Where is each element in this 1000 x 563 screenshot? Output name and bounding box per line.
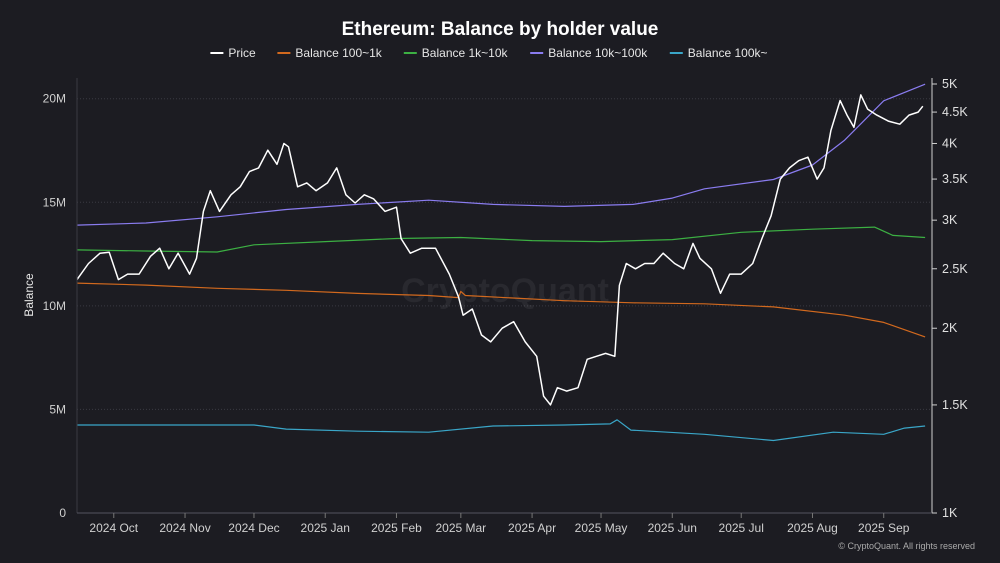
y2-tick-label: 4.5K bbox=[942, 105, 968, 119]
chart-title: Ethereum: Balance by holder value bbox=[342, 19, 659, 40]
y2-tick-label: 3.5K bbox=[942, 172, 968, 186]
series-line-balance-10k-100k bbox=[76, 83, 926, 226]
y2-tick-label: 2K bbox=[942, 321, 958, 335]
x-tick-label: 2025 Apr bbox=[508, 521, 556, 535]
x-tick-label: 2025 Jul bbox=[719, 521, 764, 535]
legend-item-price: Price bbox=[210, 46, 256, 60]
watermark: CryptoQuant bbox=[401, 272, 609, 310]
legend: Price Balance 100~1k Balance 1k~10k Balance… bbox=[210, 46, 768, 60]
y2-tick-label: 2.5K bbox=[942, 262, 968, 276]
series-line-balance-100-1k bbox=[76, 282, 926, 338]
x-tick-label: 2025 Mar bbox=[435, 521, 486, 535]
x-tick-label: 2025 Jun bbox=[648, 521, 697, 535]
legend-label: Balance 10k~100k bbox=[548, 46, 648, 60]
x-tick-label: 2025 Jan bbox=[301, 521, 350, 535]
y-tick-label: 15M bbox=[43, 195, 66, 209]
legend-item-balance-100-1k: Balance 100~1k bbox=[277, 46, 383, 60]
series-line-price bbox=[76, 94, 924, 406]
y2-tick-label: 1K bbox=[942, 506, 958, 520]
x-tick-label: 2025 Sep bbox=[858, 521, 910, 535]
y-axis-label: Balance bbox=[22, 273, 36, 317]
x-tick-label: 2024 Oct bbox=[89, 521, 138, 535]
legend-item-balance-100k: Balance 100k~ bbox=[669, 46, 768, 60]
y2-tick-label: 3K bbox=[942, 213, 958, 227]
legend-item-balance-10k-100k: Balance 10k~100k bbox=[530, 46, 648, 60]
y-tick-label: 10M bbox=[43, 299, 66, 313]
legend-label: Balance 100~1k bbox=[295, 46, 382, 60]
y-tick-label: 5M bbox=[49, 402, 66, 416]
copyright-credit: © CryptoQuant. All rights reserved bbox=[838, 541, 975, 551]
axes: 0 5M 10M 15M 20M 1K 1.5K 2K 2.5K 3K 3.5K 4K 4.5K 5K 20… bbox=[43, 77, 969, 535]
x-tick-label: 2025 Feb bbox=[371, 521, 422, 535]
y2-tick-label: 5K bbox=[942, 77, 958, 91]
x-tick-label: 2025 Aug bbox=[787, 521, 838, 535]
y-tick-label: 20M bbox=[43, 92, 66, 106]
x-tick-label: 2025 May bbox=[575, 521, 628, 535]
legend-item-balance-1k-10k: Balance 1k~10k bbox=[403, 46, 509, 60]
y2-tick-label: 4K bbox=[942, 136, 958, 150]
series-line-balance-1k-10k bbox=[76, 226, 926, 253]
x-tick-label: 2024 Nov bbox=[159, 521, 210, 535]
y-tick-label: 0 bbox=[59, 506, 66, 520]
y2-tick-label: 1.5K bbox=[942, 398, 968, 412]
x-tick-label: 2024 Dec bbox=[228, 521, 279, 535]
legend-label: Balance 100k~ bbox=[688, 46, 768, 60]
grid-lines bbox=[77, 98, 932, 410]
series-layer bbox=[76, 83, 926, 442]
series-line-balance-100k bbox=[77, 419, 926, 442]
legend-label: Balance 1k~10k bbox=[422, 46, 509, 60]
legend-label: Price bbox=[228, 46, 256, 60]
